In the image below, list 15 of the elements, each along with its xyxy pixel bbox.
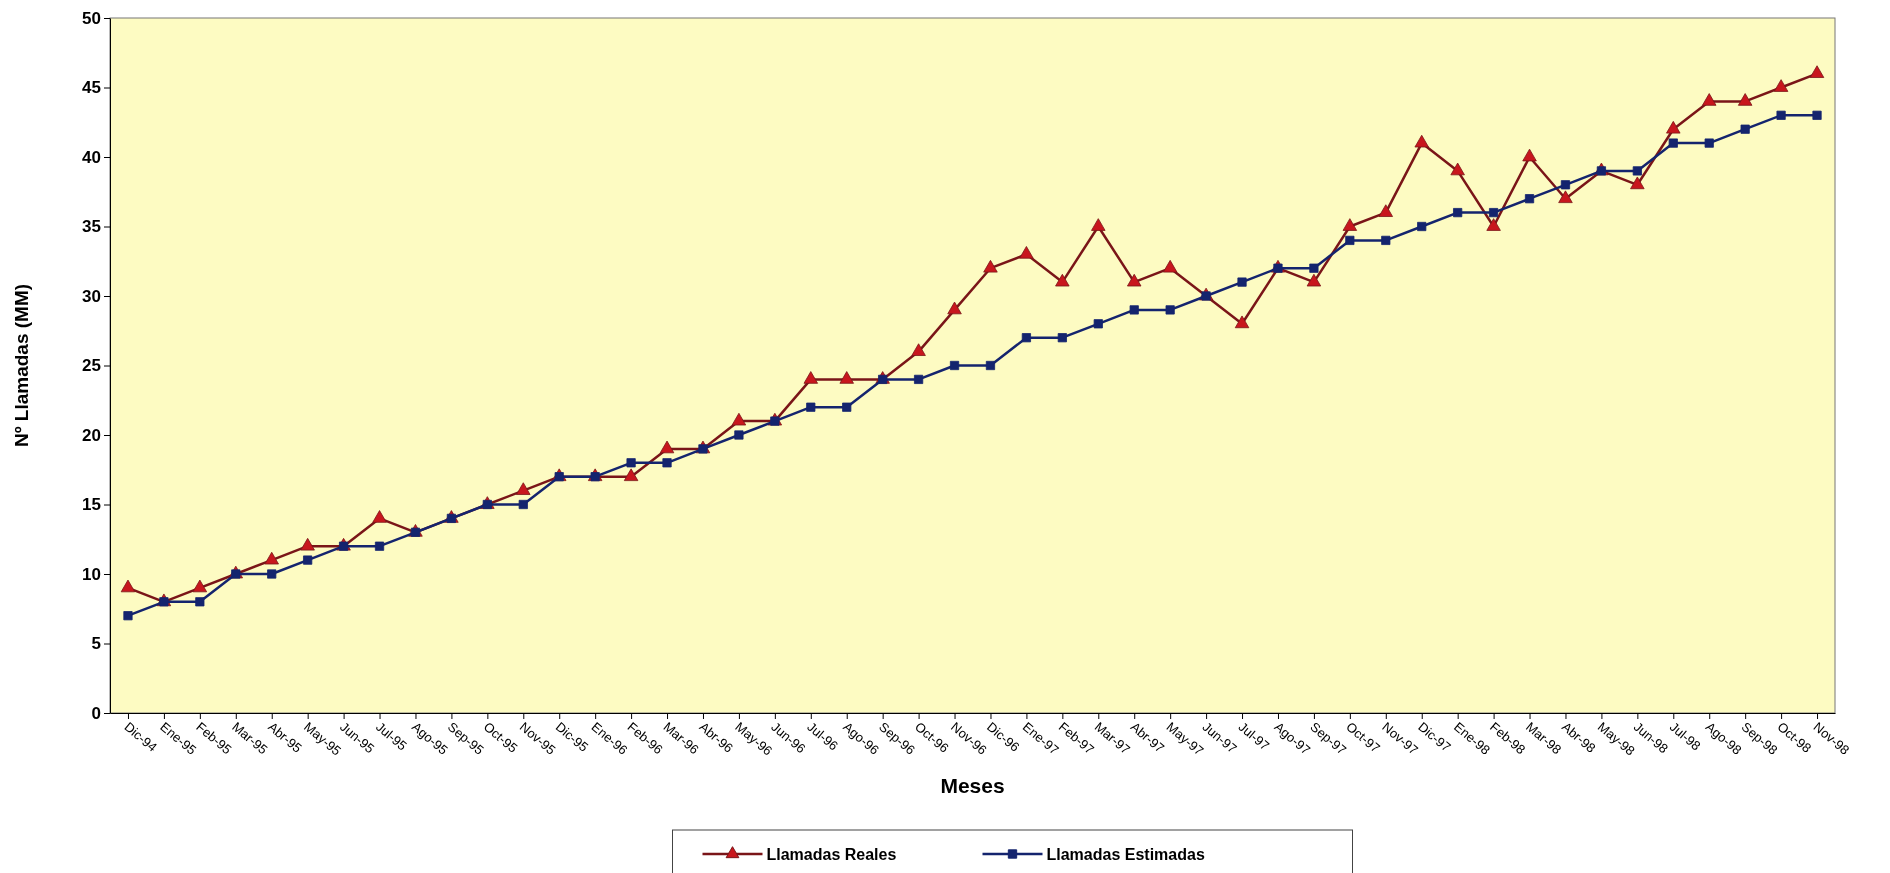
y-tick-label: 45 [82, 78, 101, 98]
y-tick-label: 35 [82, 217, 101, 237]
y-tick-label: 30 [82, 286, 101, 306]
legend-label: Llamadas Reales [766, 846, 897, 863]
x-axis-title: Meses [940, 774, 1005, 797]
y-tick-label: 0 [91, 703, 101, 723]
y-tick-label: 10 [82, 564, 101, 584]
y-axis-title: Nº Llamadas (MM) [11, 283, 32, 448]
y-tick-label: 15 [82, 495, 101, 515]
y-tick-label: 40 [82, 147, 101, 167]
y-tick-label: 20 [82, 425, 101, 445]
y-tick-label: 5 [91, 634, 101, 654]
legend-label: Llamadas Estimadas [1046, 846, 1205, 863]
y-tick-label: 25 [82, 356, 101, 376]
y-tick-label: 50 [82, 8, 101, 28]
